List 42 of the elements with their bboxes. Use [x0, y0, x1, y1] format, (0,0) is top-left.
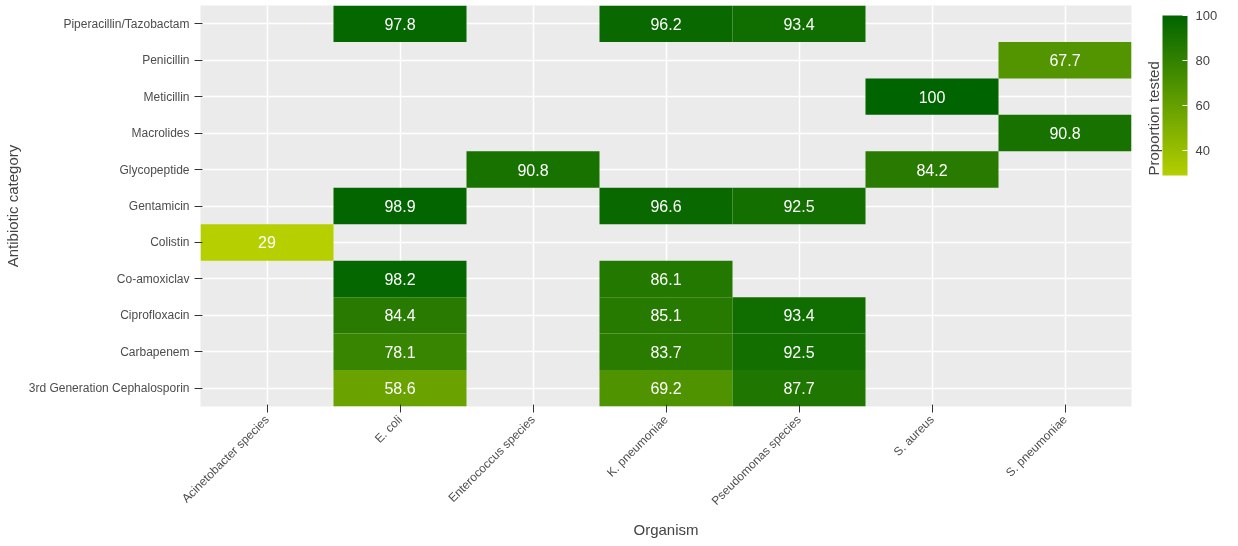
- x-tick-label: E. coli: [371, 412, 405, 446]
- data-label: 100: [918, 88, 946, 106]
- data-label: 83.7: [650, 343, 682, 361]
- y-tick-label: Meticillin: [143, 89, 190, 104]
- data-label: 85.1: [650, 307, 682, 325]
- y-tick-label: Piperacillin/Tazobactam: [63, 16, 190, 31]
- data-label: 86.1: [650, 270, 682, 288]
- color-bar-title: Proportion tested: [1144, 61, 1162, 176]
- data-label: 98.9: [384, 198, 416, 215]
- y-axis-title: Antibiotic category: [3, 144, 21, 268]
- data-label: 92.5: [783, 343, 815, 361]
- y-tick-label: 3rd Generation Cephalosporin: [28, 381, 190, 396]
- color-bar-label: 40: [1195, 143, 1210, 159]
- data-label: 29: [258, 234, 276, 252]
- data-label: 84.4: [384, 307, 416, 325]
- y-tick-label: Co-amoxiclav: [116, 271, 190, 286]
- data-label: 87.7: [783, 380, 815, 398]
- data-label: 93.4: [783, 307, 815, 325]
- data-label: 58.6: [384, 380, 416, 398]
- y-tick-label: Penicillin: [142, 53, 190, 68]
- y-tick-label: Glycopeptide: [119, 162, 190, 177]
- y-tick-label: Gentamicin: [128, 199, 190, 213]
- data-label: 98.2: [384, 270, 416, 288]
- color-bar-label: 60: [1195, 98, 1210, 114]
- data-label: 96.2: [650, 15, 682, 33]
- data-label: 78.1: [384, 343, 416, 361]
- color-bar-label: 100: [1195, 8, 1218, 23]
- y-tick-label: Macrolides: [131, 126, 190, 141]
- data-label: 90.8: [1049, 125, 1081, 143]
- y-tick-label: Colistin: [150, 235, 190, 250]
- data-label: 90.8: [517, 161, 549, 179]
- y-tick-label: Carbapenem: [120, 344, 190, 359]
- data-label: 67.7: [1049, 52, 1081, 70]
- color-bar-label: 80: [1195, 53, 1210, 69]
- x-axis-title: Organism: [633, 520, 699, 538]
- data-label: 97.8: [384, 15, 416, 33]
- data-label: 93.4: [783, 15, 815, 33]
- data-label: 69.2: [650, 380, 682, 398]
- data-label: 92.5: [783, 198, 815, 215]
- data-label: 84.2: [916, 161, 948, 179]
- data-label: 96.6: [650, 198, 682, 215]
- y-tick-label: Ciprofloxacin: [120, 308, 190, 323]
